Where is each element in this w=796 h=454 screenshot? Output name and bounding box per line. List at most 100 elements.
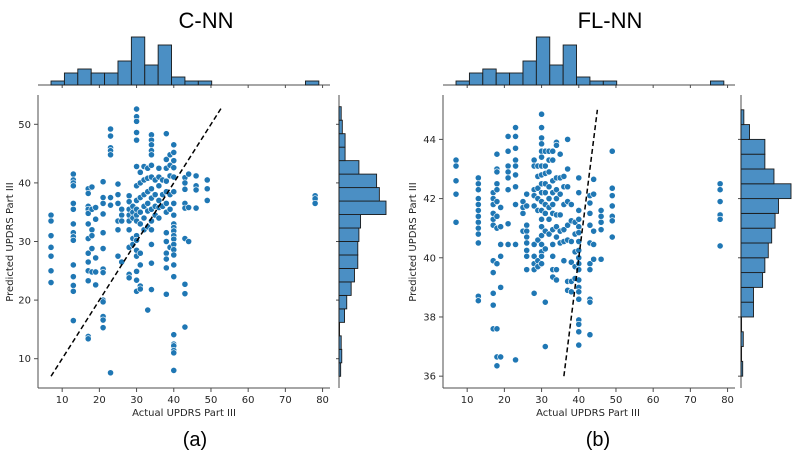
data-point [133, 105, 140, 113]
data-point [497, 204, 505, 211]
data-point [452, 162, 460, 170]
data-point [474, 174, 482, 182]
marginal-x-bar [576, 76, 591, 86]
data-point [564, 221, 572, 229]
x-axis-label: Actual UPDRS Part III [132, 408, 236, 419]
data-point [538, 110, 545, 118]
data-point [162, 249, 170, 257]
data-point [493, 186, 501, 194]
data-point [203, 197, 211, 204]
data-point [162, 238, 170, 245]
data-point [597, 255, 605, 263]
chart-title: C-NN [179, 8, 234, 33]
data-point [538, 232, 545, 239]
data-point [170, 273, 178, 281]
data-point [493, 168, 501, 176]
data-point [474, 218, 482, 226]
data-point [47, 252, 55, 260]
data-point [512, 356, 519, 364]
data-point [107, 151, 114, 159]
x-tick-label: 40 [167, 395, 180, 406]
x-tick-label: 30 [535, 395, 548, 406]
data-point [541, 189, 549, 197]
data-point [133, 267, 140, 275]
data-point [534, 236, 542, 244]
y-tick-label: 42 [423, 194, 436, 205]
data-point [452, 177, 460, 185]
data-point [203, 185, 211, 193]
identity-line [563, 109, 599, 377]
data-point [553, 276, 560, 284]
data-point [69, 170, 77, 178]
data-point [575, 328, 583, 336]
data-point [575, 207, 583, 214]
data-point [192, 172, 200, 180]
data-point [538, 260, 545, 268]
panel-fl-nn: FL-NN (b) Actual UPDRS Part III Predicte… [408, 8, 792, 451]
data-point [170, 200, 178, 207]
y-tick-label: 40 [423, 253, 436, 264]
data-point [69, 236, 77, 244]
data-point [192, 186, 200, 194]
data-point [575, 320, 583, 328]
marginal-y-bar [740, 124, 750, 140]
data-point [560, 172, 568, 180]
data-point [114, 226, 122, 234]
data-point [575, 295, 583, 303]
data-point [181, 185, 189, 193]
data-point [564, 135, 572, 143]
data-point [170, 331, 178, 339]
data-point [170, 211, 178, 219]
data-point [99, 245, 107, 252]
data-point [608, 184, 616, 192]
data-point [493, 198, 501, 205]
data-point [538, 124, 545, 131]
data-point [170, 157, 178, 165]
marginal-x-bar [562, 44, 577, 86]
marginal-x-bar [144, 64, 159, 86]
marginal-x-bar [535, 36, 551, 86]
data-point [125, 198, 133, 206]
data-point [84, 335, 92, 343]
data-point [88, 226, 96, 234]
data-point [560, 226, 568, 234]
data-point [489, 289, 497, 297]
data-point [538, 223, 545, 231]
marginal-y-bar [740, 109, 745, 126]
data-point [474, 207, 482, 214]
data-point [69, 317, 77, 325]
data-point [519, 209, 527, 217]
marginal-x-bar [482, 68, 497, 86]
data-point [162, 200, 170, 207]
data-point [545, 215, 553, 223]
axes: 10 20 30 40 50 60 70 80 10 20 30 40 50 [18, 95, 330, 406]
x-tick-label: 70 [279, 395, 292, 406]
data-point [47, 243, 55, 251]
data-point [99, 324, 107, 332]
data-point [597, 218, 605, 226]
data-point [567, 288, 575, 296]
data-point [534, 184, 542, 192]
data-point [107, 369, 114, 377]
data-point [474, 195, 482, 202]
data-point [523, 221, 531, 229]
data-point [590, 255, 598, 263]
data-point [504, 168, 512, 176]
data-point [99, 210, 107, 218]
data-point [504, 186, 512, 194]
data-point [474, 186, 482, 194]
data-point [99, 178, 107, 186]
chart-title: FL-NN [578, 8, 643, 33]
data-point [512, 133, 519, 140]
marginal-y-bar [338, 308, 345, 323]
data-point [136, 220, 144, 228]
data-point [597, 212, 605, 220]
data-point [47, 217, 55, 225]
data-point [512, 144, 519, 152]
data-point [92, 254, 100, 262]
data-point [170, 164, 178, 172]
data-point [538, 252, 545, 260]
marginal-x-bar [184, 80, 199, 86]
data-point [452, 156, 460, 164]
